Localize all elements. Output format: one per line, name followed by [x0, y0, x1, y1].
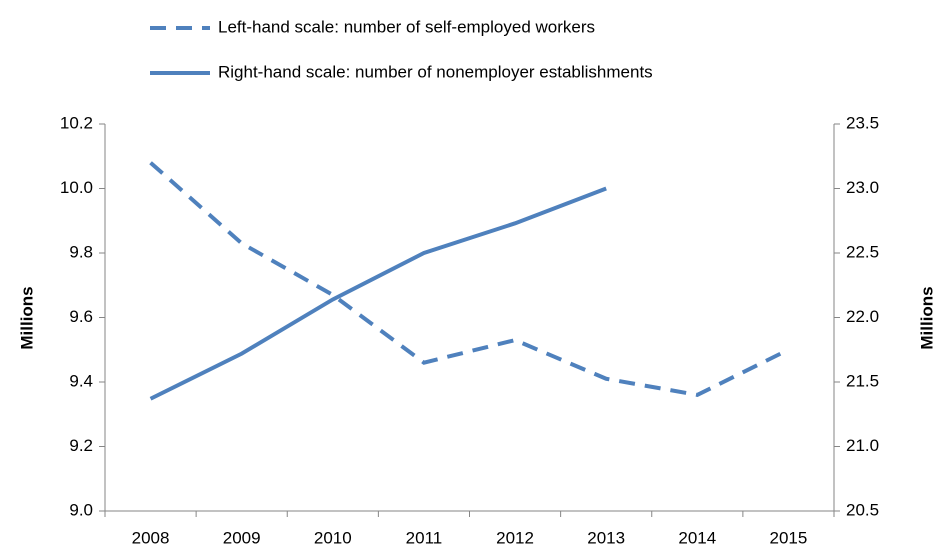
- x-tick-label: 2008: [132, 528, 170, 547]
- y2ticks-label: 22.0: [846, 307, 879, 326]
- y2ticks-label: 20.5: [846, 500, 879, 519]
- y2ticks-label: 23.0: [846, 178, 879, 197]
- yticks-label: 9.4: [69, 371, 93, 390]
- y2-axis-title: Millions: [917, 286, 936, 349]
- legend-label: Right-hand scale: number of nonemployer …: [218, 62, 653, 81]
- series-line: [149, 161, 790, 397]
- yticks-label: 9.6: [69, 307, 93, 326]
- y2ticks-label: 23.5: [846, 113, 879, 132]
- x-tick-label: 2009: [223, 528, 261, 547]
- x-tick-label: 2013: [587, 528, 625, 547]
- yticks-label: 9.2: [69, 436, 93, 455]
- x-tick-label: 2011: [406, 528, 443, 547]
- y2ticks-label: 21.0: [846, 436, 879, 455]
- yticks-label: 9.8: [69, 242, 93, 261]
- x-tick-label: 2012: [496, 528, 534, 547]
- yticks-label: 10.2: [60, 113, 93, 132]
- y-axis-title: Millions: [17, 286, 36, 349]
- yticks-label: 9.0: [69, 500, 93, 519]
- legend-label: Left-hand scale: number of self-employed…: [218, 17, 595, 36]
- y2ticks-label: 21.5: [846, 371, 879, 390]
- x-tick-label: 2015: [770, 528, 808, 547]
- yticks-label: 10.0: [60, 178, 93, 197]
- y2ticks-label: 22.5: [846, 242, 879, 261]
- x-tick-label: 2010: [314, 528, 352, 547]
- series-line: [149, 186, 607, 401]
- x-tick-label: 2014: [678, 528, 716, 547]
